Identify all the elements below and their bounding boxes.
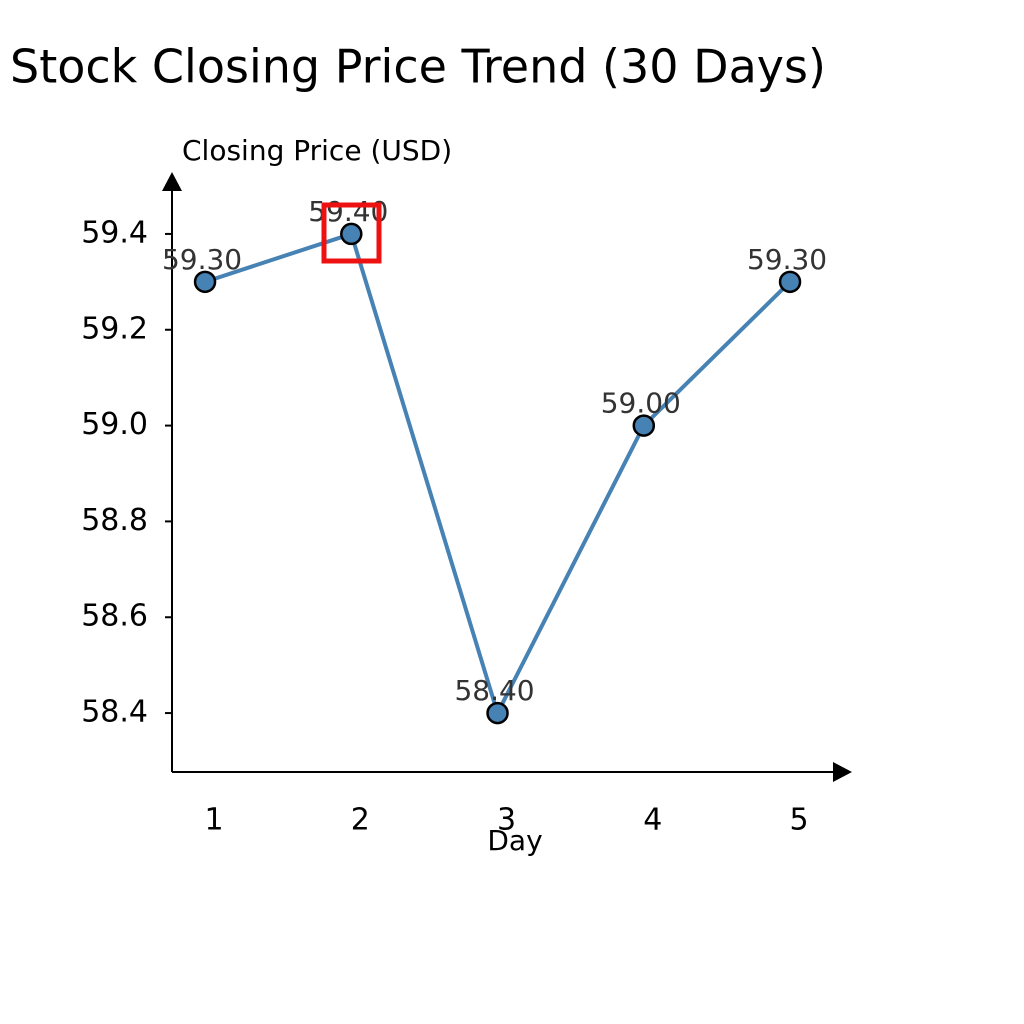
data-label: 59.30 [747, 243, 827, 276]
data-label: 58.40 [454, 674, 534, 707]
line [204, 231, 792, 719]
marker [632, 414, 656, 437]
y-axis-label: Closing Price (USD) [182, 134, 452, 167]
y-tick-label: 59.0 [81, 407, 148, 442]
x-tick-label: 4 [643, 803, 662, 838]
y-tick-label: 58.4 [81, 695, 148, 730]
marker [193, 270, 217, 294]
x-tick-label: 3 [497, 803, 516, 838]
highlight-box [321, 202, 382, 264]
data-label: 59.40 [308, 195, 388, 228]
chart-title: Stock Closing Price Trend (30 Days) [10, 40, 826, 94]
y-tick-label: 59.2 [81, 311, 148, 346]
marker [486, 701, 509, 725]
marker [778, 270, 802, 294]
x-axis-label: Day [487, 824, 542, 857]
x-tick-label: 5 [789, 803, 808, 838]
marker [340, 222, 363, 246]
x-axis-arrow [833, 762, 852, 782]
x-tick-label: 2 [351, 803, 370, 838]
data-label: 59.00 [601, 387, 681, 420]
y-tick-label: 58.8 [81, 503, 148, 538]
y-tick-label: 58.6 [81, 599, 148, 634]
y-axis-arrow [162, 172, 182, 191]
x-tick-label: 1 [205, 803, 224, 838]
y-tick-label: 59.4 [81, 215, 148, 250]
data-label: 59.30 [162, 243, 242, 276]
